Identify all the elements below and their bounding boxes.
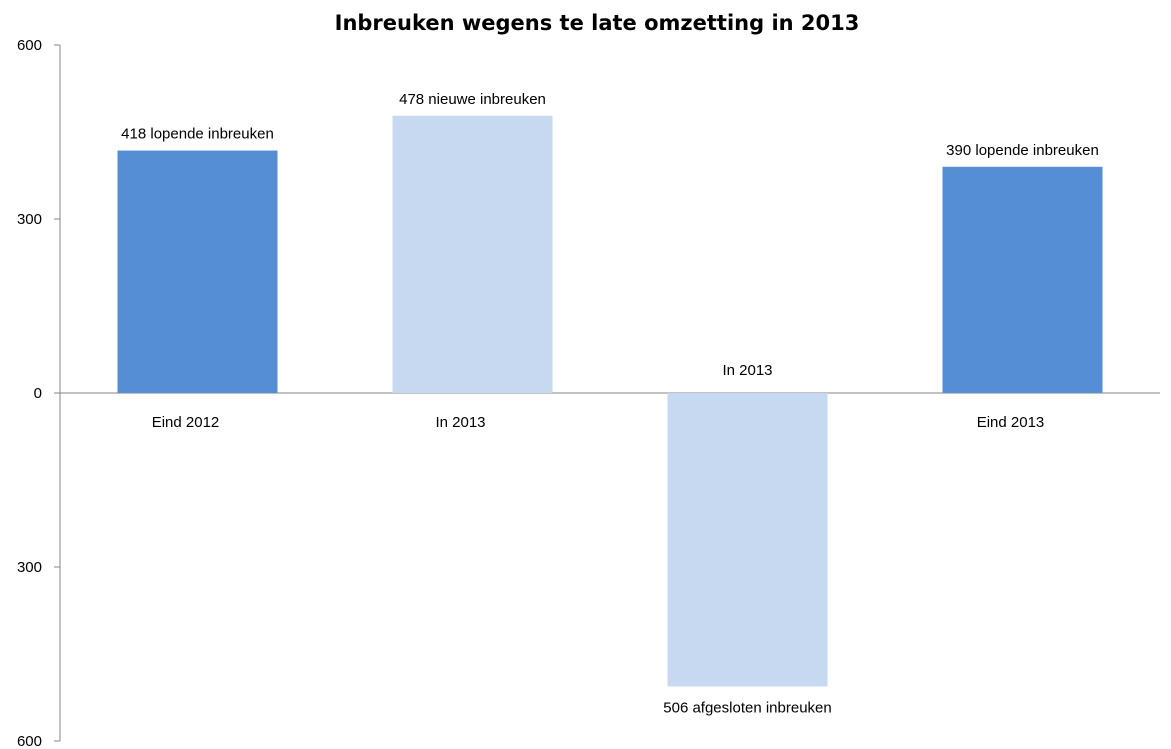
category-label: In 2013 xyxy=(722,362,772,379)
y-tick-label: 600 xyxy=(17,37,42,54)
data-label: 478 nieuwe inbreuken xyxy=(399,91,546,108)
bar xyxy=(942,166,1103,393)
data-label: 418 lopende inbreuken xyxy=(121,126,274,143)
data-label: 506 afgesloten inbreuken xyxy=(663,699,831,716)
chart-title: Inbreuken wegens te late omzetting in 20… xyxy=(335,11,860,35)
category-label: In 2013 xyxy=(435,414,485,431)
bars xyxy=(117,115,1103,687)
y-tick-label: 600 xyxy=(17,733,42,749)
labels: 418 lopende inbreuken Eind 2012 478 nieuwe… xyxy=(121,91,1099,717)
data-label: 390 lopende inbreuken xyxy=(946,142,1099,159)
bar xyxy=(392,115,553,393)
y-tick-label: 0 xyxy=(34,385,42,402)
bar xyxy=(667,393,828,687)
y-tick-label: 300 xyxy=(17,211,42,228)
category-label: Eind 2012 xyxy=(152,414,220,431)
bar xyxy=(117,150,278,393)
y-ticks: 600 300 0 300 600 xyxy=(17,37,60,749)
y-tick-label: 300 xyxy=(17,559,42,576)
category-label: Eind 2013 xyxy=(977,414,1045,431)
